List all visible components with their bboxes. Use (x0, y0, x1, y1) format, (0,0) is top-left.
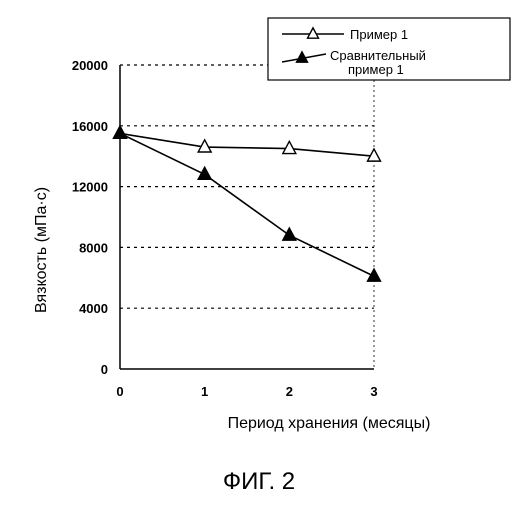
x-tick-2: 2 (286, 384, 293, 399)
y-tick-labels: 0 4000 8000 12000 16000 20000 (72, 58, 108, 377)
legend-label-comparative-line-1: Сравнительный (330, 48, 426, 63)
series-2-point-0 (114, 126, 127, 138)
series-2-point-2 (283, 228, 296, 240)
series-2-line (120, 133, 374, 276)
x-tick-0: 0 (116, 384, 123, 399)
x-axis-label: Период хранения (месяцы) (228, 415, 431, 432)
grid-lines (120, 65, 374, 308)
x-tick-labels: 0 1 2 3 (116, 384, 377, 399)
y-tick-12000: 12000 (72, 180, 108, 195)
x-tick-3: 3 (370, 384, 377, 399)
axes (120, 65, 374, 369)
series-2-point-3 (368, 269, 381, 281)
series-group (114, 126, 381, 281)
legend-label-comparative-line-2: пример 1 (348, 62, 404, 77)
legend: Пример 1 Сравнительный пример 1 (268, 18, 510, 80)
y-tick-4000: 4000 (79, 301, 108, 316)
x-tick-1: 1 (201, 384, 208, 399)
legend-label-example-1: Пример 1 (350, 27, 408, 42)
series-2-point-1 (198, 167, 211, 179)
y-tick-8000: 8000 (79, 240, 108, 255)
y-tick-0: 0 (101, 362, 108, 377)
y-tick-16000: 16000 (72, 119, 108, 134)
y-axis-label: Вязкость (мПа·с) (33, 187, 50, 313)
figure-caption: ФИГ. 2 (223, 468, 295, 495)
series-1-line (120, 133, 374, 156)
series-1-point-2 (283, 141, 296, 153)
y-tick-20000: 20000 (72, 58, 108, 73)
